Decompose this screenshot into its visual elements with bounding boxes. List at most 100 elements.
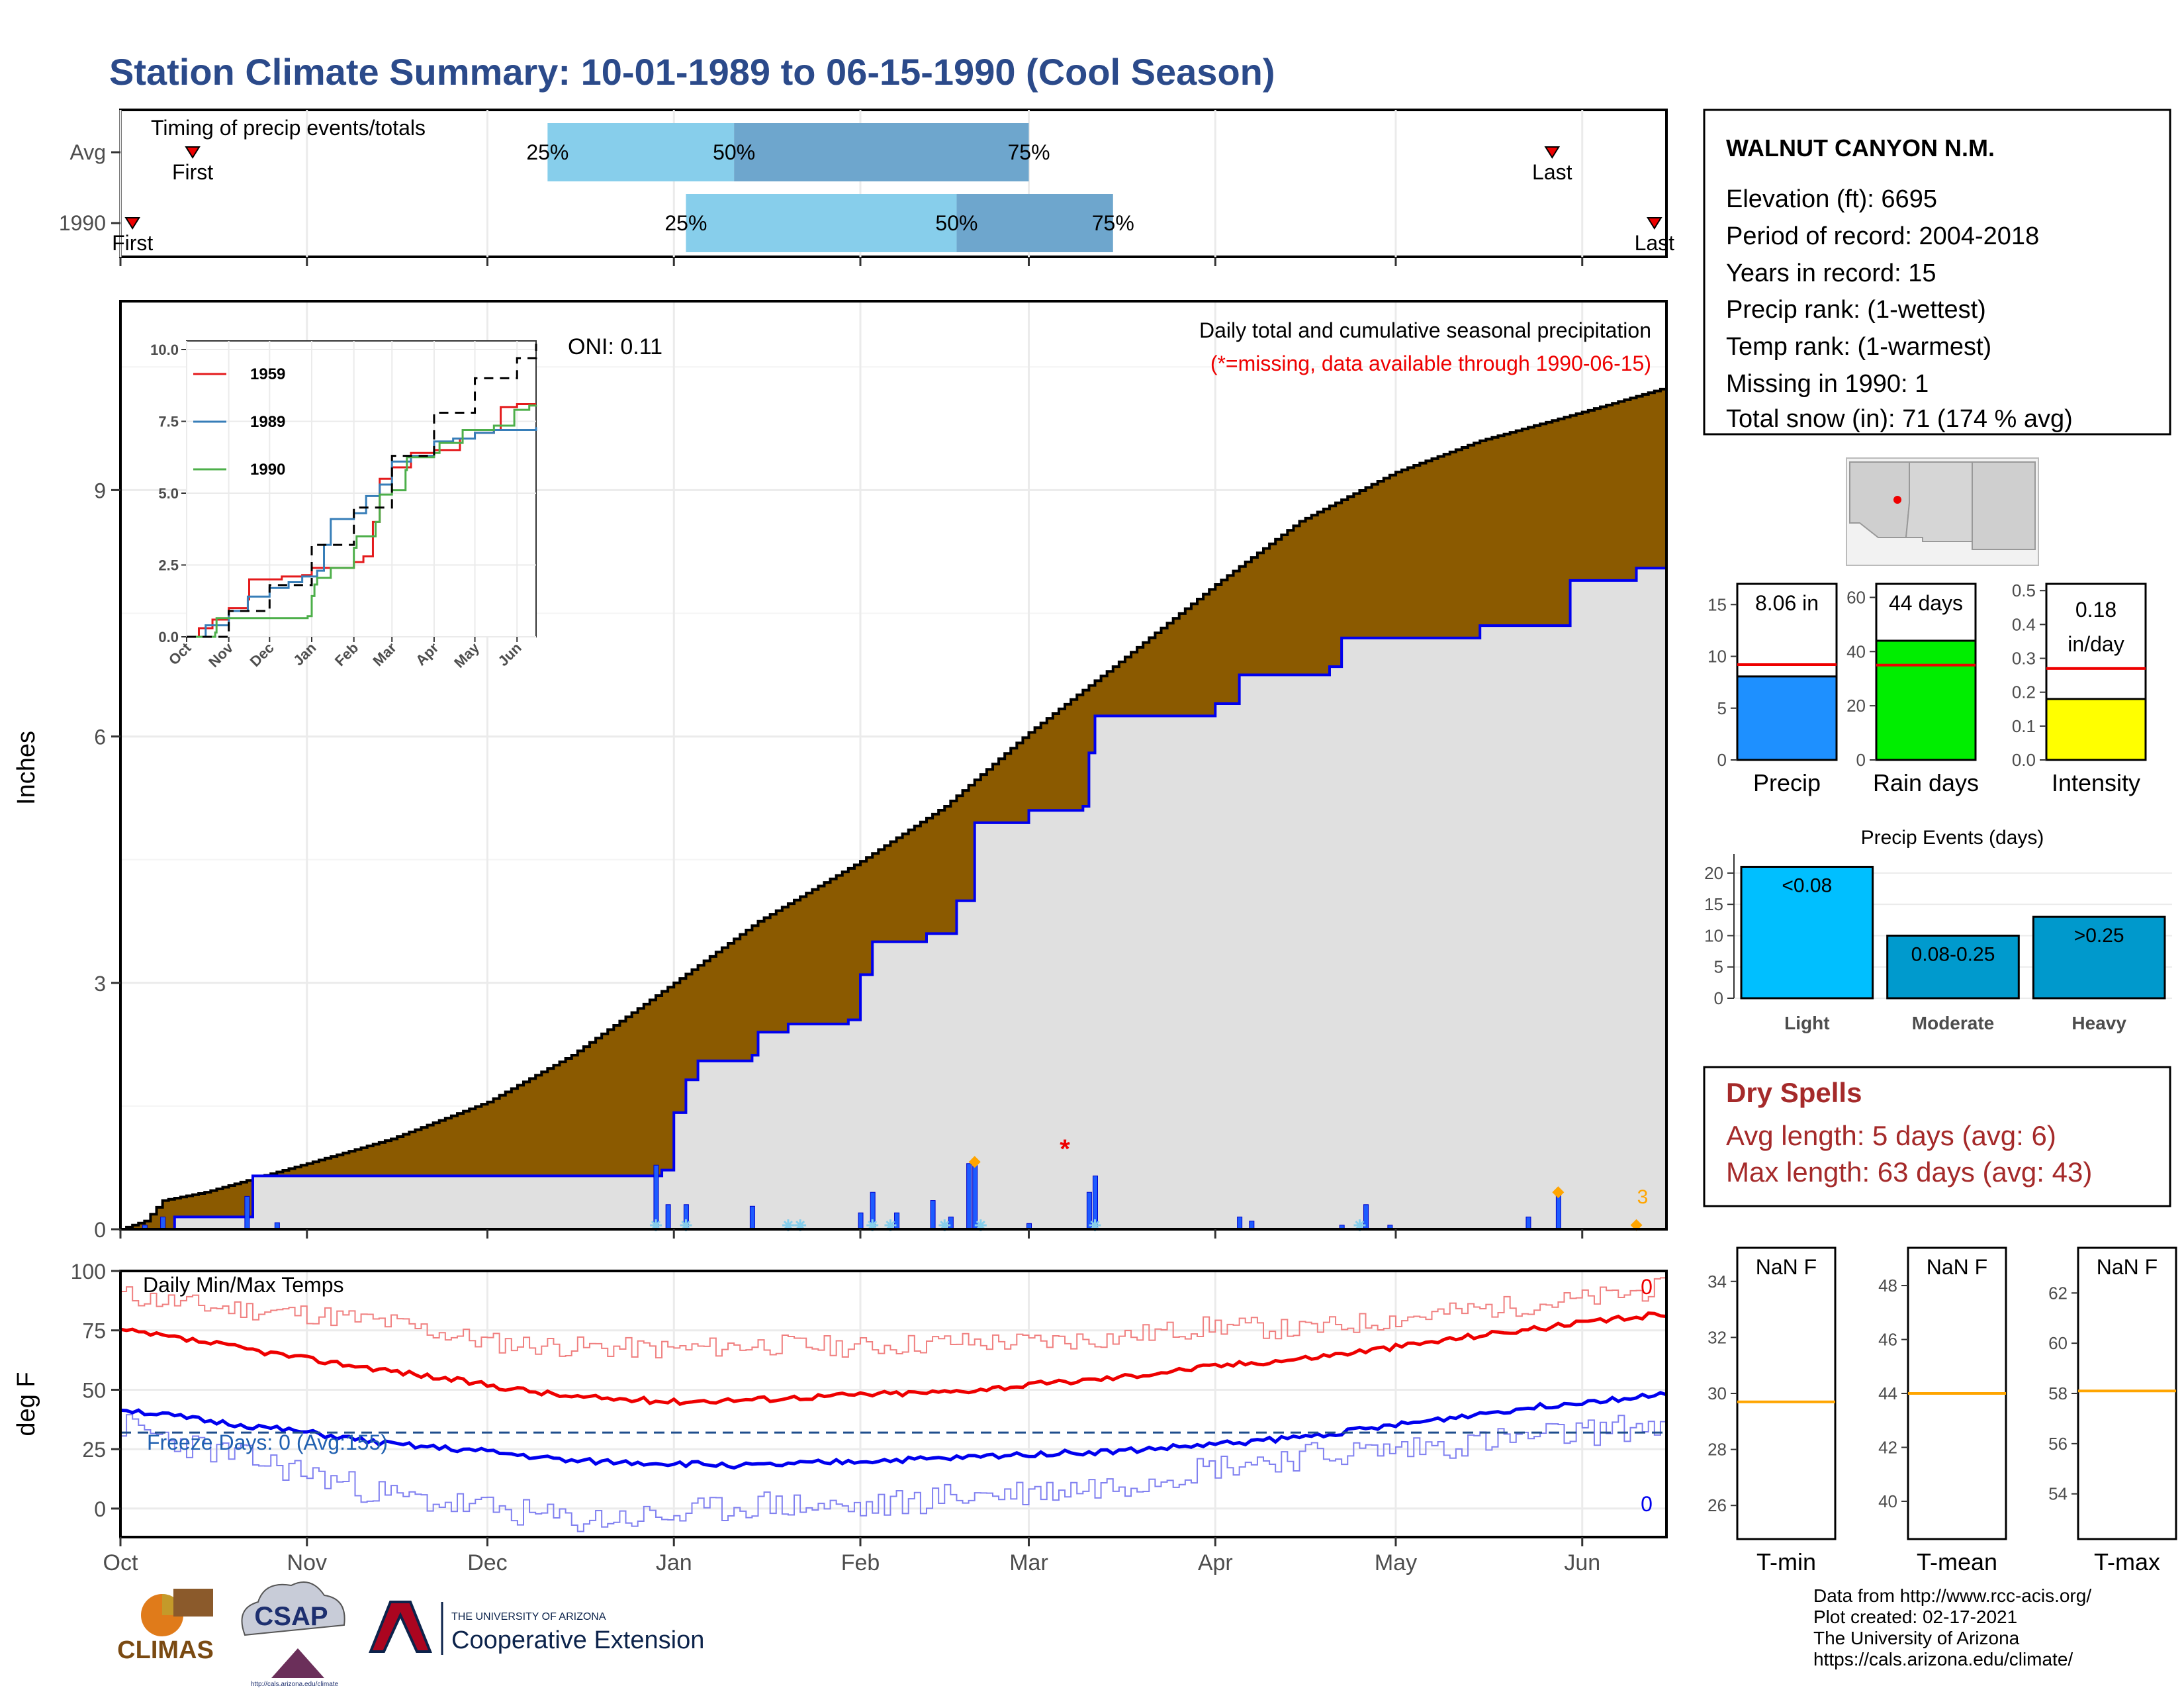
station-line: Precip rank: (1-wettest) [1726, 296, 1986, 324]
csap-logo-text: CSAP [254, 1602, 328, 1631]
daily-precip-bar [1086, 1192, 1092, 1230]
daily-precip-bar [966, 1163, 972, 1230]
timing-label: Timing of precip events/totals [151, 116, 426, 140]
mini-chart-ytick-label: 0.0 [2012, 750, 2036, 770]
mini-chart-ytick-label: 40 [1846, 641, 1866, 661]
precip-events-title: Precip Events (days) [1861, 827, 2044, 849]
daily-precip-bar [749, 1205, 755, 1230]
station-info-box: WALNUT CANYON N.M. Elevation (ft): 6695 … [1703, 109, 2171, 436]
mini-bar-charts: 0 5 10 15 8.06 in Precip 0 20 40 60 44 days Rain da… [1707, 581, 2147, 796]
precip-event-bar-label: >0.25 [2074, 925, 2124, 947]
snow-marker [866, 1219, 879, 1231]
inset-ytick-label: 7.5 [158, 414, 179, 430]
precip-events-ytick-label: 0 [1714, 988, 1723, 1008]
snow-marker [884, 1219, 897, 1231]
temp-box-ytick-label: 58 [2048, 1383, 2068, 1403]
main-series: * [120, 387, 1668, 1231]
temp-xtick-label: Mar [1009, 1550, 1048, 1575]
temp-box-ytick-label: 32 [1707, 1327, 1727, 1347]
temp-box-frame [2077, 1246, 2177, 1540]
ua-logo-small: THE UNIVERSITY OF ARIZONA [451, 1611, 606, 1622]
snow-marker [974, 1219, 987, 1231]
temp-box-ytick-label: 40 [1878, 1491, 1897, 1511]
heavy-precip-marker [968, 1156, 981, 1168]
timing-first-marker [124, 217, 140, 230]
timing-last-label: Last [1635, 231, 1675, 255]
station-name: WALNUT CANYON N.M. [1726, 134, 1995, 162]
temp-chart-frame [119, 1270, 1668, 1538]
mini-chart-ytick-label: 60 [1846, 587, 1866, 607]
inset-ytick-label: 10.0 [150, 342, 179, 358]
precip-events-ytick-label: 10 [1704, 925, 1723, 945]
figure-title: Station Climate Summary: 10-01-1989 to 0… [109, 51, 1275, 93]
mini-chart-ytick-label: 0.4 [2012, 614, 2036, 634]
daily-precip-bar [858, 1212, 864, 1230]
max-temp-count: 0 [1641, 1275, 1653, 1299]
main-precip-chart: * 0 3 6 9 Inches Daily total and cumulative… [13, 300, 1668, 1242]
snow-marker [794, 1219, 807, 1231]
main-chart-frame [119, 300, 1668, 1231]
precip-events-ytick-label: 20 [1704, 863, 1723, 883]
mini-chart-value: 0.18 [2075, 598, 2116, 622]
temp-ytick-label: 75 [82, 1319, 106, 1343]
mini-chart-value: 8.06 in [1755, 591, 1819, 615]
precip-event-bar-label: 0.08-0.25 [1911, 943, 1995, 965]
inset-ytick-label: 5.0 [158, 485, 179, 502]
mini-chart-ytick-label: 0.1 [2012, 716, 2036, 736]
temp-ytick-label: 50 [82, 1378, 106, 1402]
timing-band-50-75 [734, 123, 1029, 181]
precip-events-ytick-label: 15 [1704, 894, 1723, 914]
timing-last-label: Last [1532, 160, 1572, 184]
precip-event-bar [1740, 865, 1874, 1000]
credit-line: Plot created: 02-17-2021 [1813, 1607, 2017, 1627]
precip-event-bar [2032, 915, 2166, 1000]
inset-frame [186, 340, 537, 637]
oni-label: ONI: 0.11 [568, 334, 662, 359]
temp-box-ytick-label: 44 [1878, 1383, 1897, 1403]
csap-logo-url: http://cals.arizona.edu/climate [251, 1681, 339, 1688]
temp-ylabel: deg F [13, 1372, 40, 1436]
main-ytick-label: 6 [94, 726, 106, 749]
temp-box-value: NaN F [1756, 1255, 1817, 1279]
mini-chart-bar [1736, 675, 1838, 761]
mini-chart-ytick-label: 5 [1717, 698, 1727, 718]
precip-events-ytick-label: 5 [1714, 957, 1723, 977]
heavy-precip-marker [1552, 1186, 1565, 1199]
temp-chart-title: Daily Min/Max Temps [143, 1273, 343, 1297]
mini-chart-value: in/day [2068, 632, 2124, 656]
daily-precip-bar [244, 1196, 250, 1230]
temp-box-value: NaN F [1927, 1255, 1987, 1279]
temp-box-label: T-mean [1917, 1548, 1997, 1575]
mini-chart-ytick-label: 15 [1707, 594, 1727, 614]
inset-series-line [187, 344, 537, 638]
temp-box-ytick-label: 60 [2048, 1333, 2068, 1353]
mini-chart-ytick-label: 0.3 [2012, 649, 2036, 669]
mini-chart-bar [1875, 639, 1977, 761]
temp-box-ytick-label: 54 [2048, 1484, 2068, 1504]
mini-chart-label: Precip [1753, 769, 1821, 796]
main-ylabel: Inches [13, 731, 40, 805]
inset-ytick-label: 0.0 [158, 629, 179, 645]
temp-box-ytick-label: 56 [2048, 1434, 2068, 1454]
mini-chart-ytick-label: 0.2 [2012, 682, 2036, 702]
credit-line: The University of Arizona [1813, 1628, 2020, 1648]
mini-chart-value: 44 days [1889, 591, 1963, 615]
precip-event-bar [1886, 934, 2020, 1000]
station-line: Period of record: 2004-2018 [1726, 222, 2039, 250]
temp-ytick-label: 25 [82, 1438, 106, 1462]
main-ytick-label: 9 [94, 479, 106, 502]
snow-marker [1089, 1219, 1101, 1231]
precip-event-category: Light [1784, 1013, 1829, 1033]
main-ytick-label: 0 [94, 1218, 106, 1242]
temp-xtick-label: Jun [1564, 1550, 1600, 1575]
inset-legend-label: 1990 [250, 461, 285, 479]
temp-xtick-label: Nov [287, 1550, 327, 1575]
temp-ytick-label: 100 [71, 1260, 106, 1284]
temp-box-ytick-label: 62 [2048, 1283, 2068, 1303]
timing-last-marker [1544, 146, 1561, 159]
mini-chart-bar [2045, 698, 2147, 761]
freeze-days-label: Freeze Days: 0 (Avg:155) [147, 1430, 388, 1454]
timing-pct-label: 50% [713, 140, 755, 164]
main-chart-title: Daily total and cumulative seasonal prec… [1199, 318, 1651, 342]
dry-spells-avg: Avg length: 5 days (avg: 6) [1726, 1120, 2056, 1151]
